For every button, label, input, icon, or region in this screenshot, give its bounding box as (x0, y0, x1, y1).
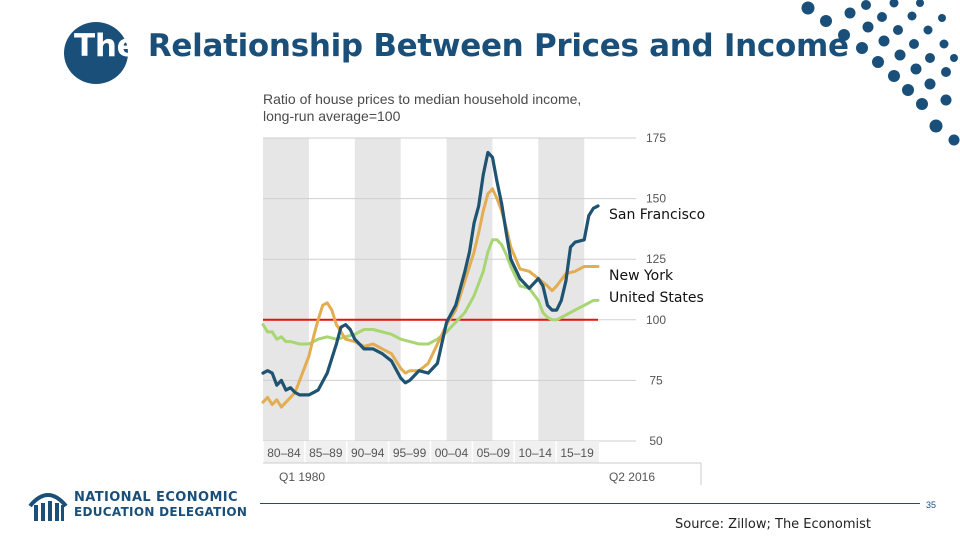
y-tick-label-175: 175 (646, 131, 666, 145)
slide-title: The Relationship Between Prices and Inco… (74, 28, 849, 64)
nee-logo: NATIONAL ECONOMIC EDUCATION DELEGATION (28, 486, 258, 526)
period-label-80–84: 80–84 (267, 446, 301, 460)
chart-title: Ratio of house prices to median househol… (263, 91, 581, 107)
y-tick-label-100: 100 (646, 313, 666, 327)
logo-line-1: NATIONAL ECONOMIC (74, 490, 238, 505)
period-label-90–94: 90–94 (351, 446, 385, 460)
period-label-95–99: 95–99 (393, 446, 427, 460)
period-label-00–04: 00–04 (435, 446, 469, 460)
decorative-dots-pattern (801, 0, 960, 146)
page-number: 35 (926, 500, 937, 510)
series-label-san-francisco: San Francisco (609, 207, 705, 223)
title-badge-circle (64, 22, 128, 84)
series-label-united-states: United States (609, 290, 704, 306)
x-end-label: Q2 2016 (609, 470, 655, 484)
y-tick-label-50: 50 (649, 434, 663, 448)
period-label-10–14: 10–14 (519, 446, 553, 460)
y-tick-label-75: 75 (649, 373, 663, 387)
series-line-united-states (261, 238, 600, 346)
source-note: Source: Zillow; The Economist (675, 517, 871, 532)
series-label-new-york: New York (609, 268, 674, 284)
nee-logo-icon (28, 493, 68, 521)
period-label-05–09: 05–09 (477, 446, 511, 460)
period-label-15–19: 15–19 (560, 446, 594, 460)
logo-line-2: EDUCATION DELEGATION (74, 505, 248, 519)
slide-title-rest: Relationship Between Prices and Income (137, 28, 849, 64)
y-tick-label-125: 125 (646, 252, 666, 266)
slide-title-first-word: The (74, 28, 138, 64)
period-label-85–89: 85–89 (309, 446, 343, 460)
shaded-period-2 (446, 138, 493, 441)
series-line-san-francisco (261, 150, 600, 397)
house-price-ratio-chart: Ratio of house prices to median househol… (261, 91, 705, 485)
footer-divider (260, 503, 920, 504)
chart-subtitle: long-run average=100 (263, 108, 401, 124)
x-start-label: Q1 1980 (279, 470, 325, 484)
y-tick-label-150: 150 (646, 192, 666, 206)
shaded-period-3 (538, 138, 585, 441)
shaded-period-1 (354, 138, 401, 441)
series-line-new-york (261, 187, 600, 409)
